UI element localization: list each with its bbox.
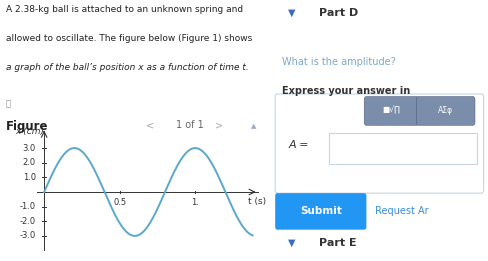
Text: >: > <box>215 120 223 130</box>
Text: -2.0: -2.0 <box>20 217 36 226</box>
Text: What is the amplitude?: What is the amplitude? <box>282 57 395 67</box>
Text: x (cm): x (cm) <box>15 127 44 136</box>
Text: Part D: Part D <box>319 8 358 18</box>
Text: 1.: 1. <box>191 198 199 206</box>
Text: Part E: Part E <box>319 238 356 248</box>
Text: 1.0: 1.0 <box>23 173 36 182</box>
Text: ▼: ▼ <box>288 238 296 248</box>
Text: Figure: Figure <box>6 120 48 133</box>
Text: A =: A = <box>288 140 309 150</box>
Text: ■√∏: ■√∏ <box>383 106 400 115</box>
Text: A 2.38-kg ball is attached to an unknown spring and: A 2.38-kg ball is attached to an unknown… <box>6 5 243 14</box>
Text: Submit: Submit <box>300 206 342 216</box>
Text: 0.5: 0.5 <box>113 198 126 206</box>
Text: 1 of 1: 1 of 1 <box>176 120 203 130</box>
Text: ⮤: ⮤ <box>6 99 11 108</box>
Text: AΣφ: AΣφ <box>438 106 453 115</box>
Text: Express your answer in: Express your answer in <box>282 86 410 96</box>
FancyBboxPatch shape <box>416 97 475 125</box>
Text: ▼: ▼ <box>288 8 296 18</box>
FancyBboxPatch shape <box>275 94 484 193</box>
Text: <: < <box>146 120 155 130</box>
FancyBboxPatch shape <box>275 193 366 230</box>
Text: -1.0: -1.0 <box>20 202 36 211</box>
Text: -3.0: -3.0 <box>20 232 36 240</box>
Text: allowed to oscillate. The figure below (Figure 1) shows: allowed to oscillate. The figure below (… <box>6 34 252 43</box>
Text: 2.0: 2.0 <box>23 158 36 167</box>
Text: Request Ar: Request Ar <box>375 206 428 216</box>
FancyBboxPatch shape <box>329 133 477 164</box>
FancyBboxPatch shape <box>364 97 419 125</box>
Text: t (s): t (s) <box>248 197 266 206</box>
Text: a graph of the ball’s position x as a function of time t.: a graph of the ball’s position x as a fu… <box>6 63 248 72</box>
Text: 3.0: 3.0 <box>22 144 36 153</box>
Text: ▲: ▲ <box>251 123 257 129</box>
